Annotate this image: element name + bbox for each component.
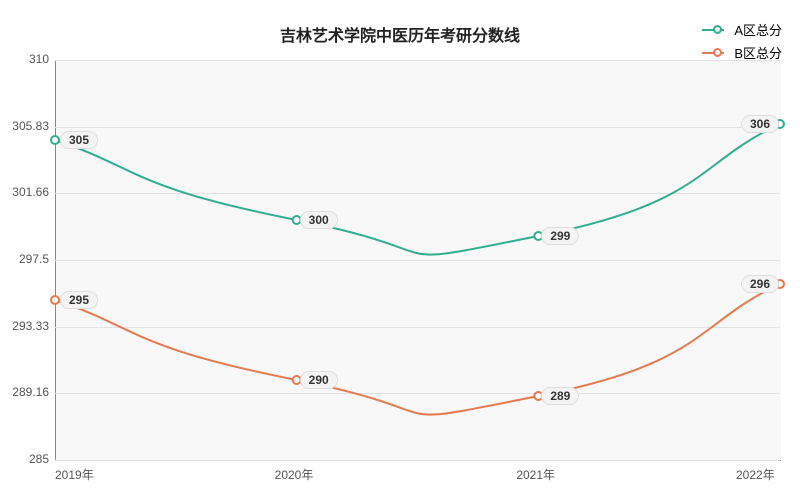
series-line [55, 284, 780, 415]
data-label: 290 [300, 371, 338, 389]
series-marker [51, 296, 59, 304]
data-label: 296 [741, 275, 779, 293]
data-label: 305 [60, 131, 98, 149]
chart-container: 吉林艺术学院中医历年考研分数线 A区总分B区总分 285289.16293.33… [0, 0, 800, 500]
series-marker [51, 136, 59, 144]
data-label: 300 [300, 211, 338, 229]
series-line [55, 124, 780, 255]
data-label: 289 [541, 387, 579, 405]
data-label: 295 [60, 291, 98, 309]
data-label: 299 [541, 227, 579, 245]
plot-svg [0, 0, 800, 500]
data-label: 306 [741, 115, 779, 133]
